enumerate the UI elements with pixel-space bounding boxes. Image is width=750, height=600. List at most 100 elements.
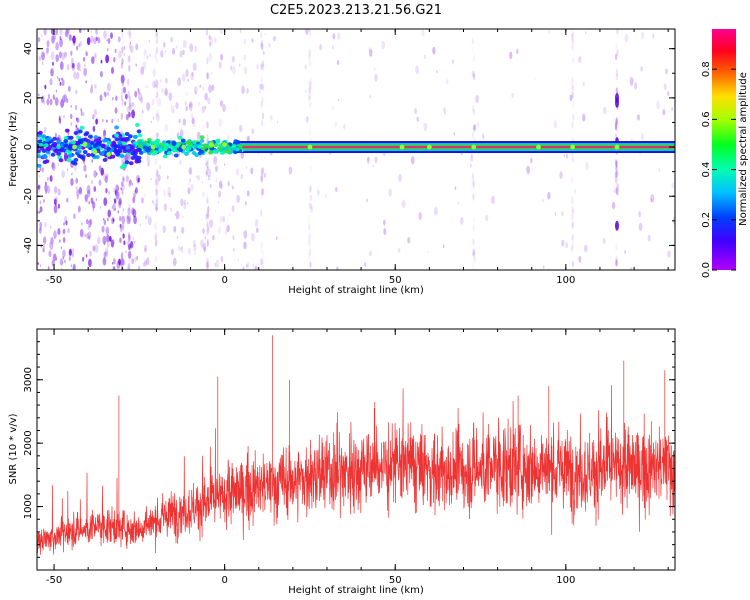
spectrum-speckle: [88, 219, 92, 228]
line-noise-blob: [119, 165, 125, 170]
line-noise-blob: [136, 147, 141, 152]
snr-y-tick-label: 1000: [23, 494, 34, 519]
line-noise-blob: [37, 130, 43, 135]
line-noise-blob: [92, 143, 98, 148]
spectrum-speckle: [457, 201, 460, 205]
spectrum-speckle: [80, 108, 83, 112]
line-noise-blob: [106, 146, 112, 151]
spectrum-speckle: [55, 54, 59, 63]
line-noise-blob: [86, 142, 91, 147]
spectrum-speckle: [70, 50, 73, 56]
spectrogram-x-tick-label: 0: [221, 275, 227, 286]
spectrum-speckle: [177, 245, 181, 251]
spectrum-speckle: [70, 264, 73, 268]
spectrum-streak: [121, 98, 124, 106]
spectrum-speckle: [70, 113, 73, 120]
spectrum-streak: [570, 176, 574, 184]
spectrum-speckle: [68, 255, 72, 262]
snr-series-line: [37, 335, 675, 555]
spectrum-streak: [207, 205, 210, 213]
spectrum-speckle: [214, 262, 217, 268]
spectrum-speckle: [137, 89, 140, 95]
spectrum-speckle: [101, 225, 105, 233]
spectrum-speckle: [170, 207, 173, 212]
line-noise-blob: [67, 153, 73, 158]
spectrum-speckle: [102, 235, 107, 245]
spectrum-speckle: [368, 48, 373, 57]
spectrum-speckle: [246, 135, 250, 143]
spectrum-speckle: [86, 218, 89, 225]
spectrum-speckle: [108, 190, 111, 196]
spectrum-streak: [308, 86, 312, 94]
spectrum-speckle: [144, 244, 148, 252]
colorbar-tick-label: 0.4: [701, 162, 712, 178]
line-noise-blob: [100, 151, 105, 156]
spectrum-streak: [571, 242, 574, 250]
spectrum-streak: [156, 169, 159, 177]
spectrum-speckle: [104, 247, 109, 256]
spectrum-streak: [471, 46, 474, 54]
spectrum-streak: [206, 238, 210, 246]
spectrum-speckle: [107, 242, 110, 248]
spectrum-streak: [309, 82, 312, 90]
line-noise-blob: [137, 133, 143, 138]
spectrum-streak: [473, 125, 476, 133]
spectrum-speckle: [107, 48, 109, 52]
snr-panel: -50 0 50 100 1000 2000 3000 Height of straigh…: [8, 328, 676, 596]
spectrum-streak: [572, 100, 575, 108]
spectrum-speckle: [181, 226, 185, 234]
spectrum-speckle: [133, 240, 136, 244]
spectrum-speckle: [103, 173, 107, 182]
spectrum-streak: [472, 224, 475, 232]
spectrum-speckle: [367, 156, 370, 162]
line-noise-blob: [169, 144, 175, 149]
spectrum-speckle: [113, 187, 115, 193]
line-noise-blob: [114, 125, 119, 130]
line-noise-blob: [97, 139, 103, 144]
spectrum-streak: [473, 252, 476, 260]
spectrum-streak: [472, 238, 475, 246]
spectrum-speckle: [662, 108, 666, 116]
spectrum-speckle: [491, 195, 495, 205]
spectrum-speckle: [138, 92, 143, 102]
spectrum-speckle: [209, 219, 213, 228]
spectrum-speckle: [83, 57, 86, 62]
spectrum-streak: [615, 244, 618, 252]
spectrum-speckle: [188, 102, 193, 112]
spectrum-speckle: [218, 61, 222, 69]
spectrum-speckle: [152, 80, 156, 89]
spectrum-speckle: [37, 184, 41, 190]
spectrum-speckle: [640, 65, 643, 72]
spectrum-speckle: [64, 31, 67, 37]
spectrum-speckle: [143, 193, 146, 198]
spectrum-speckle: [117, 118, 120, 123]
spectrum-speckle: [305, 116, 309, 123]
spectrum-speckle: [99, 206, 102, 209]
spectrum-speckle: [54, 186, 58, 194]
spectrum-speckle: [152, 68, 157, 77]
line-bead: [570, 144, 576, 150]
spectrum-streak: [155, 204, 158, 212]
spectrum-speckle: [60, 246, 63, 250]
spectrum-speckle: [614, 175, 618, 184]
line-bead: [150, 144, 156, 150]
spectrum-streak: [128, 248, 131, 256]
spectrum-speckle: [86, 37, 91, 46]
spectrum-speckle: [82, 256, 85, 262]
spectrum-speckle: [48, 153, 51, 158]
spectrum-streak: [206, 240, 209, 248]
line-noise-blob: [134, 122, 140, 127]
spectrum-streak: [206, 198, 210, 206]
spectrum-speckle: [100, 59, 103, 64]
spectrum-streak: [571, 205, 574, 213]
spectrum-speckle: [40, 244, 43, 248]
spectrum-streak: [615, 187, 618, 195]
spectrum-speckle: [647, 234, 651, 242]
spectrum-speckle: [432, 46, 436, 55]
spectrum-streak: [120, 91, 123, 99]
line-noise-blob: [44, 159, 50, 164]
spectrum-streak: [261, 63, 265, 71]
spectrum-streak: [473, 73, 476, 81]
spectrum-speckle: [190, 183, 194, 192]
spectrum-streak: [471, 173, 474, 181]
